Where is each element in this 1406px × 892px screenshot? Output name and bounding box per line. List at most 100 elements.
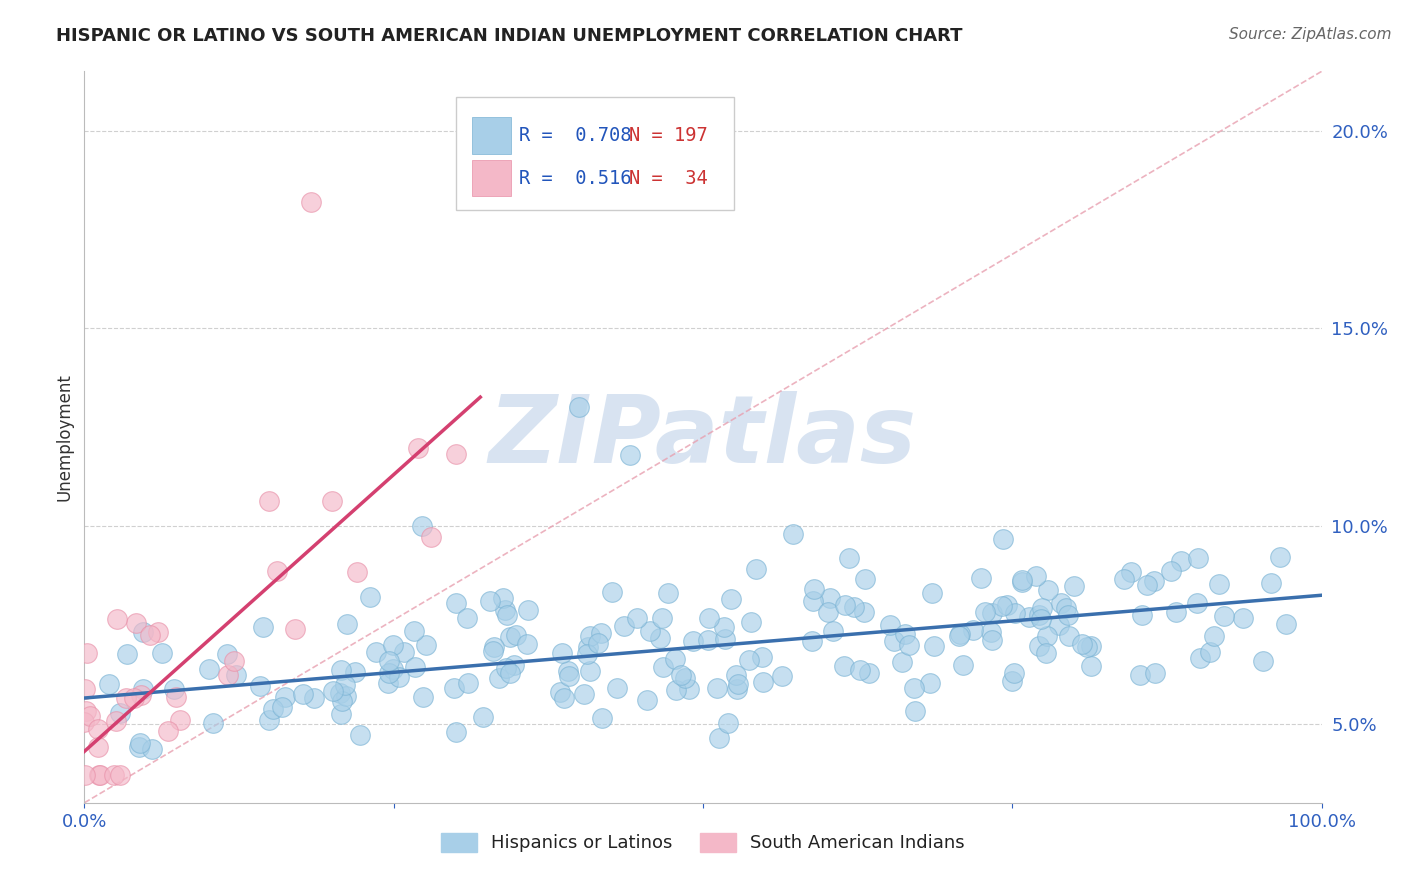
Point <box>720 591 742 606</box>
Point <box>725 681 748 696</box>
Point <box>1031 601 1053 615</box>
Point <box>332 694 354 708</box>
Point <box>579 664 602 678</box>
Point <box>1202 629 1225 643</box>
Point <box>1018 610 1040 624</box>
Point <box>89 768 111 782</box>
Point <box>249 679 271 693</box>
Point <box>75 682 97 697</box>
Point <box>548 684 571 698</box>
Point <box>648 631 671 645</box>
Point <box>980 625 1002 640</box>
Point <box>579 629 602 643</box>
Point <box>302 691 325 706</box>
Point <box>444 724 467 739</box>
Point <box>949 626 972 640</box>
Point <box>377 675 399 690</box>
Point <box>995 598 1018 612</box>
Point <box>336 617 359 632</box>
Point <box>1135 578 1157 592</box>
Point <box>576 640 599 654</box>
Point <box>1080 639 1102 653</box>
Point <box>1076 640 1098 654</box>
Point <box>495 661 517 675</box>
Point <box>443 681 465 695</box>
Point <box>1170 554 1192 568</box>
Point <box>517 603 540 617</box>
Legend: Hispanics or Latinos, South American Indians: Hispanics or Latinos, South American Ind… <box>433 826 973 860</box>
Point <box>952 657 974 672</box>
Point <box>252 620 274 634</box>
Point <box>73 768 96 782</box>
Point <box>1275 617 1298 632</box>
Point <box>79 708 101 723</box>
Point <box>1011 574 1033 589</box>
Text: N =  34: N = 34 <box>628 169 707 187</box>
Text: R =  0.516: R = 0.516 <box>519 169 631 187</box>
Point <box>488 671 510 685</box>
Point <box>387 670 409 684</box>
Point <box>359 590 381 604</box>
Point <box>257 494 280 508</box>
Point <box>665 682 688 697</box>
Point <box>132 681 155 696</box>
Point <box>215 647 238 661</box>
Point <box>343 665 366 679</box>
Point <box>225 667 247 681</box>
Point <box>129 688 152 702</box>
Point <box>122 690 145 705</box>
Point <box>73 714 96 729</box>
Point <box>1063 579 1085 593</box>
Point <box>619 448 641 462</box>
Point <box>821 624 844 638</box>
Point <box>1189 650 1212 665</box>
Point <box>329 663 352 677</box>
Point <box>163 681 186 696</box>
Point <box>1208 576 1230 591</box>
Point <box>890 655 912 669</box>
Point <box>492 591 515 606</box>
Point <box>1004 665 1026 680</box>
Point <box>606 681 628 695</box>
Point <box>201 716 224 731</box>
Point <box>262 702 284 716</box>
Point <box>903 681 925 696</box>
Point <box>516 637 538 651</box>
Point <box>76 646 98 660</box>
Point <box>139 628 162 642</box>
Point <box>333 678 356 692</box>
Point <box>103 768 125 782</box>
Point <box>626 611 648 625</box>
Point <box>922 639 945 653</box>
Point <box>962 623 984 637</box>
Point <box>669 668 692 682</box>
Point <box>980 633 1002 648</box>
Point <box>1187 550 1209 565</box>
Point <box>198 661 221 675</box>
Point <box>751 650 773 665</box>
Point <box>496 608 519 623</box>
Point <box>89 768 111 782</box>
Text: Source: ZipAtlas.com: Source: ZipAtlas.com <box>1229 27 1392 42</box>
Point <box>1035 646 1057 660</box>
Point <box>335 689 357 703</box>
Point <box>725 667 748 681</box>
Point <box>651 660 673 674</box>
Point <box>782 527 804 541</box>
Point <box>392 645 415 659</box>
Point <box>948 629 970 643</box>
Point <box>1054 601 1077 615</box>
Point <box>402 624 425 639</box>
Point <box>284 622 307 636</box>
Point <box>125 615 148 630</box>
Point <box>591 626 613 640</box>
Point <box>1025 568 1047 582</box>
Point <box>713 620 735 634</box>
Point <box>1213 609 1236 624</box>
Point <box>404 660 426 674</box>
Point <box>482 643 505 657</box>
Point <box>651 611 673 625</box>
Point <box>1185 596 1208 610</box>
Point <box>657 585 679 599</box>
Point <box>849 663 872 677</box>
